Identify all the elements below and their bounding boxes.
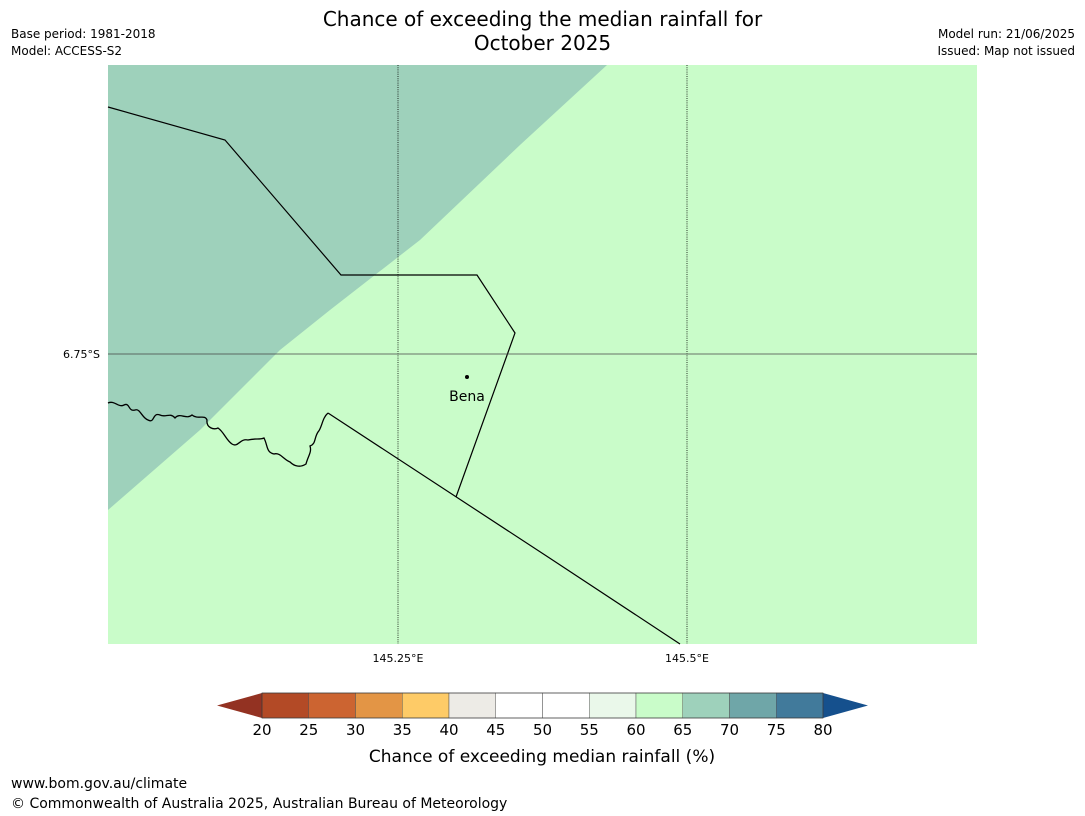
colorbar-title: Chance of exceeding median rainfall (%) <box>369 747 715 767</box>
lon-tick-label: 145.5°E <box>665 652 709 665</box>
colorbar-under-arrow <box>217 693 262 718</box>
town-label: Bena <box>449 389 485 405</box>
colorbar-swatch <box>495 692 543 719</box>
colorbar-swatch <box>355 692 403 719</box>
colorbar-tick-label: 55 <box>580 721 599 739</box>
colorbar-swatch <box>776 692 824 719</box>
town-marker <box>465 375 469 379</box>
meta-left: Base period: 1981-2018 Model: ACCESS-S2 <box>11 26 156 60</box>
colorbar-swatch <box>682 692 730 719</box>
colorbar-swatch <box>261 692 309 719</box>
model-run: Model run: 21/06/2025 <box>937 27 1075 41</box>
lon-tick-label: 145.25°E <box>373 652 424 665</box>
colorbar-swatch <box>448 692 496 719</box>
colorbar-tick-label: 35 <box>393 721 412 739</box>
colorbar-tick-label: 75 <box>767 721 786 739</box>
model-name: Model: ACCESS-S2 <box>11 44 123 58</box>
colorbar-swatch <box>402 692 450 719</box>
colorbar-swatch <box>635 692 683 719</box>
colorbar-swatch <box>542 692 590 719</box>
colorbar-tick-label: 20 <box>252 721 271 739</box>
colorbar-swatch <box>729 692 777 719</box>
colorbar-swatch <box>589 692 637 719</box>
base-period: Base period: 1981-2018 <box>11 27 156 41</box>
colorbar: 20 25 30 35 40 45 50 55 60 65 70 75 80 Chance of exc… <box>217 692 868 767</box>
river-border <box>107 401 329 467</box>
colorbar-tick-label: 45 <box>486 721 505 739</box>
colorbar-outline <box>261 692 824 719</box>
colorbar-tick-label: 65 <box>673 721 692 739</box>
colorbar-swatch <box>308 692 356 719</box>
colorbar-tick-label: 40 <box>439 721 458 739</box>
footer-copyright: © Commonwealth of Australia 2025, Austra… <box>11 796 508 812</box>
title-line-2: October 2025 <box>473 31 612 55</box>
colorbar-tick-label: 50 <box>533 721 552 739</box>
colorbar-tick-label: 80 <box>813 721 832 739</box>
colorbar-tick-label: 70 <box>720 721 739 739</box>
map-title: Chance of exceeding the median rainfall … <box>0 7 1085 55</box>
issued-status: Issued: Map not issued <box>937 44 1075 58</box>
footer-url: www.bom.gov.au/climate <box>11 776 188 792</box>
title-line-1: Chance of exceeding the median rainfall … <box>322 7 763 31</box>
province-border <box>327 412 681 645</box>
colorbar-tick-label: 30 <box>346 721 365 739</box>
colorbar-tick-label: 25 <box>299 721 318 739</box>
band-65-70 <box>108 65 607 510</box>
lat-tick-label: 6.75°S <box>63 348 100 361</box>
colorbar-tick-label: 60 <box>626 721 645 739</box>
province-border <box>107 106 516 498</box>
meta-right: Model run: 21/06/2025 Issued: Map not is… <box>937 26 1075 60</box>
colorbar-over-arrow <box>823 693 868 718</box>
